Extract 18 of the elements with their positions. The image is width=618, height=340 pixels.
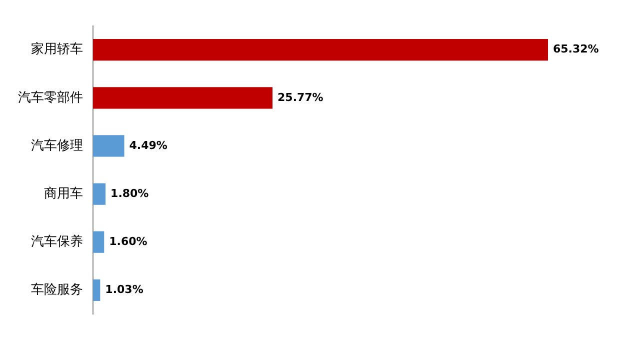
bar xyxy=(93,135,124,157)
data-label: 1.03% xyxy=(105,283,144,296)
y-tick-label: 汽车保养 xyxy=(31,233,83,250)
data-label: 4.49% xyxy=(129,138,168,152)
bar xyxy=(93,87,273,109)
y-tick-label: 家用轿车 xyxy=(31,41,83,58)
bar xyxy=(93,231,104,253)
y-tick-label: 汽车零部件 xyxy=(18,90,83,106)
data-label: 25.77% xyxy=(278,90,324,104)
data-label: 1.80% xyxy=(110,186,149,200)
y-tick-label: 汽车修理 xyxy=(31,138,83,154)
data-label: 65.32% xyxy=(553,42,599,56)
y-tick-label: 车险服务 xyxy=(31,282,83,298)
bar xyxy=(93,39,548,61)
data-label: 1.60% xyxy=(109,234,148,248)
y-tick-label: 商用车 xyxy=(44,186,83,202)
bar xyxy=(93,183,106,205)
bar xyxy=(93,279,100,301)
